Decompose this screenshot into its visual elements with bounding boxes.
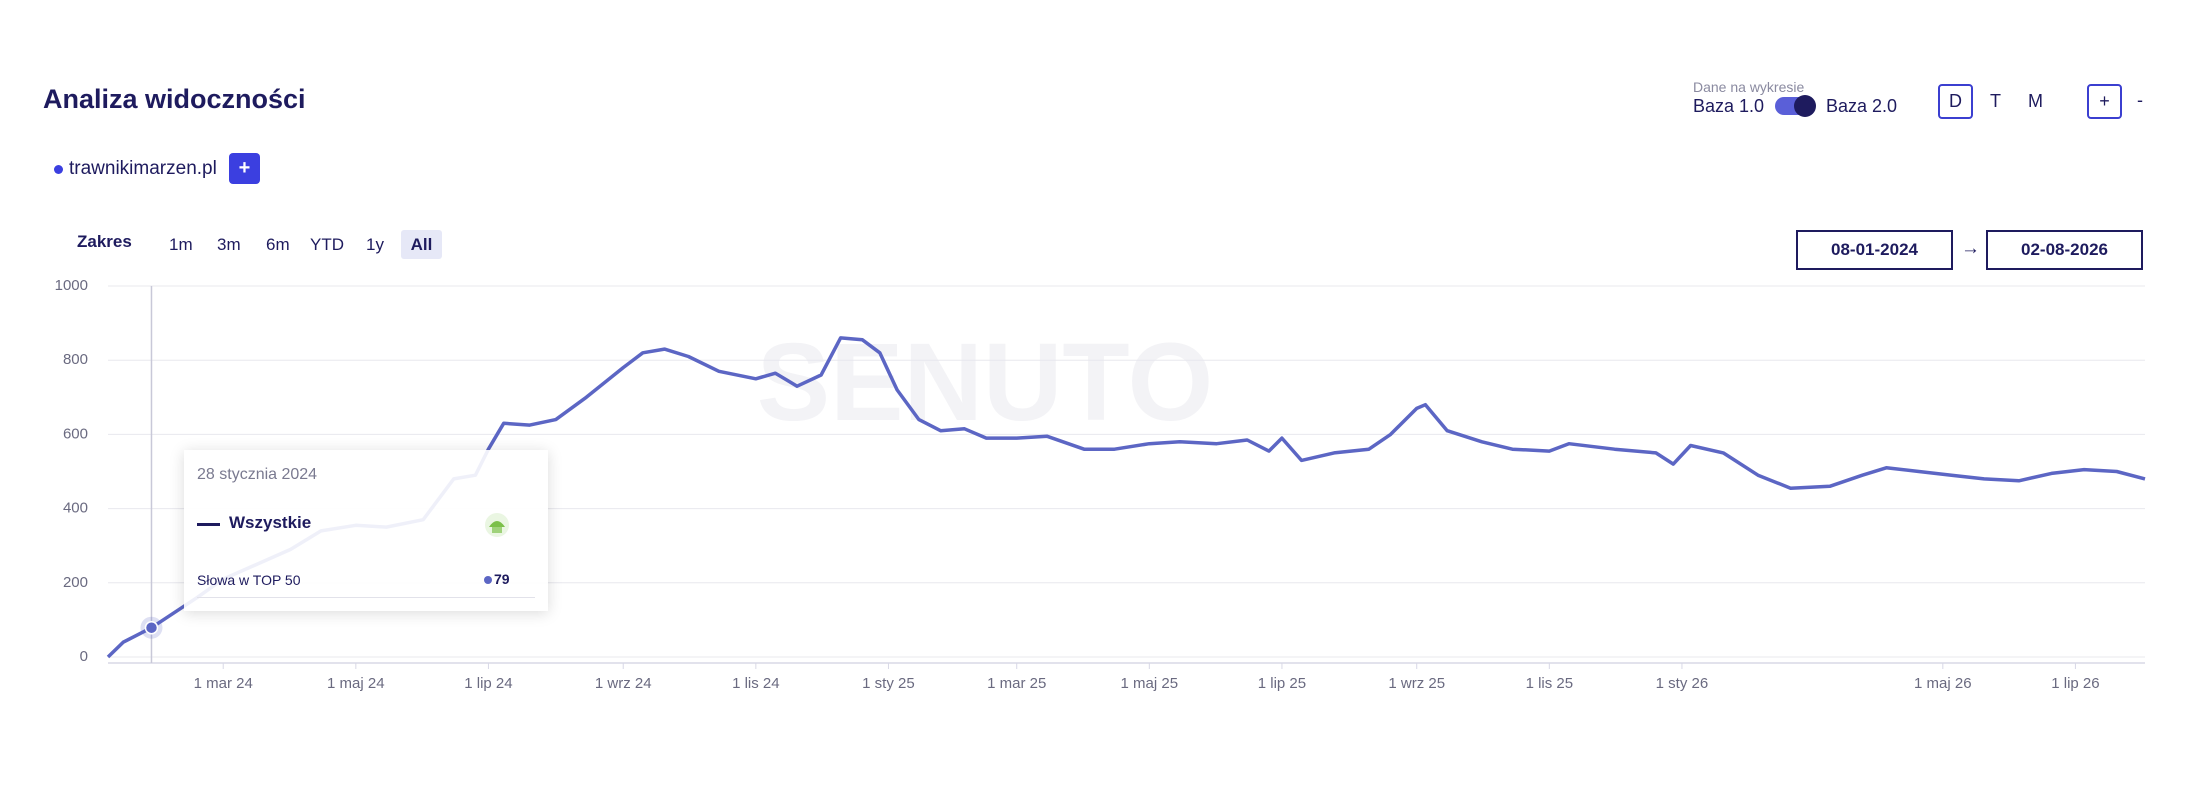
x-tick-label: 1 wrz 25 (1388, 675, 1445, 692)
x-tick-label: 1 mar 25 (987, 675, 1046, 692)
x-tick-label: 1 mar 24 (194, 675, 253, 692)
tooltip-dot (484, 576, 492, 584)
x-tick-label: 1 maj 26 (1914, 675, 1972, 692)
watermark: SENUTO (757, 321, 1213, 444)
x-tick-label: 1 maj 25 (1121, 675, 1179, 692)
base-right[interactable]: Baza 2.0 (1826, 96, 1898, 116)
end-date[interactable]: 02-08-2026 (1986, 230, 2143, 270)
x-tick-label: 1 sty 25 (862, 675, 915, 692)
zoom-in-button[interactable]: + (2087, 84, 2122, 119)
tooltip-series-line (197, 523, 220, 526)
tooltip-date: 28 stycznia 2024 (197, 466, 318, 483)
x-tick-label: 1 lip 24 (464, 675, 512, 692)
y-tick-label: 600 (63, 425, 88, 442)
y-tick-label: 800 (63, 351, 88, 368)
range-option[interactable]: 3m (217, 235, 241, 254)
tooltip-divider (197, 597, 535, 598)
start-date[interactable]: 08-01-2024 (1796, 230, 1953, 270)
y-tick-label: 0 (80, 648, 88, 665)
y-tick-label: 400 (63, 500, 88, 517)
granularity-button[interactable]: D (1938, 84, 1973, 119)
range-option[interactable]: 1y (366, 235, 384, 254)
range-option[interactable]: YTD (310, 235, 344, 254)
x-tick-label: 1 lip 25 (1258, 675, 1306, 692)
range-option[interactable]: 1m (169, 235, 193, 254)
toggle-knob (1794, 95, 1816, 117)
chart: SENUTO 0 200 400 600 800 1000 1 mar 24 1 maj 24… (55, 277, 2146, 692)
data-label: Dane na wykresie (1693, 79, 1805, 95)
base-left[interactable]: Baza 1.0 (1693, 96, 1765, 116)
tooltip-series: Wszystkie (229, 513, 312, 532)
zoom-out-button[interactable]: - (2137, 90, 2143, 110)
add-domain-button[interactable]: + (229, 153, 260, 184)
tooltip-metric: Słowa w TOP 50 (197, 572, 301, 588)
tooltip: 28 stycznia 2024 Wszystkie Słowa w TOP 5… (184, 450, 548, 611)
legend-domain[interactable]: trawnikimarzen.pl (69, 158, 217, 179)
legend-dot (54, 165, 63, 174)
hover-point (144, 620, 159, 635)
x-tick-label: 1 lis 24 (732, 675, 780, 692)
x-tick-label: 1 sty 26 (1656, 675, 1709, 692)
tooltip-value: 79 (494, 571, 510, 587)
range-label: Zakres (77, 232, 132, 251)
x-tick-label: 1 lis 25 (1526, 675, 1574, 692)
x-tick-label: 1 wrz 24 (595, 675, 652, 692)
range-option[interactable]: 6m (266, 235, 290, 254)
y-tick-label: 200 (63, 574, 88, 591)
date-arrow: → (1961, 238, 1980, 259)
x-tick-label: 1 maj 24 (327, 675, 385, 692)
granularity-button[interactable]: M (2028, 91, 2043, 111)
x-tick-label: 1 lip 26 (2051, 675, 2099, 692)
page-title: Analiza widoczności (43, 84, 306, 114)
tooltip-icon (485, 513, 509, 537)
range-option-active[interactable]: All (401, 230, 442, 259)
y-tick-label: 1000 (55, 277, 88, 294)
series-line (106, 336, 2146, 659)
granularity-button[interactable]: T (1990, 91, 2001, 111)
